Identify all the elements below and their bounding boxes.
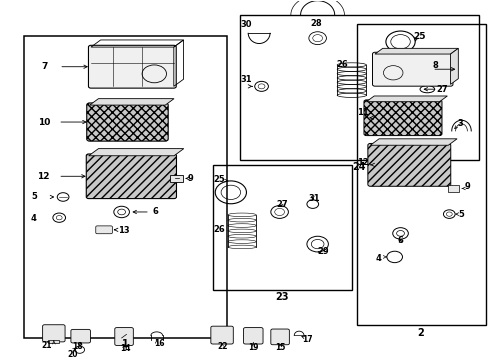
Bar xyxy=(24,36,227,338)
Text: 4: 4 xyxy=(31,214,37,223)
FancyBboxPatch shape xyxy=(96,226,112,234)
Text: 31: 31 xyxy=(308,194,320,203)
Text: 26: 26 xyxy=(213,225,224,234)
FancyBboxPatch shape xyxy=(270,329,289,345)
Polygon shape xyxy=(88,149,183,156)
Polygon shape xyxy=(366,96,447,102)
Text: 20: 20 xyxy=(67,350,78,359)
FancyBboxPatch shape xyxy=(86,103,168,141)
Text: 22: 22 xyxy=(217,342,227,351)
Text: 16: 16 xyxy=(154,339,164,348)
Bar xyxy=(356,24,485,325)
FancyBboxPatch shape xyxy=(48,340,59,343)
FancyBboxPatch shape xyxy=(363,100,441,136)
Polygon shape xyxy=(374,48,457,54)
Text: 4: 4 xyxy=(375,254,381,263)
Text: 8: 8 xyxy=(432,61,438,70)
FancyBboxPatch shape xyxy=(42,325,65,342)
Text: 6: 6 xyxy=(153,207,159,216)
Text: 21: 21 xyxy=(41,341,52,350)
Polygon shape xyxy=(449,48,457,84)
Bar xyxy=(239,15,478,159)
FancyBboxPatch shape xyxy=(88,45,176,88)
Text: 10: 10 xyxy=(39,117,51,126)
Text: 5: 5 xyxy=(458,210,464,219)
Text: 29: 29 xyxy=(317,247,328,256)
Polygon shape xyxy=(369,139,456,145)
Text: 24: 24 xyxy=(352,162,365,172)
Text: 27: 27 xyxy=(276,200,288,209)
Text: 5: 5 xyxy=(31,192,37,201)
FancyBboxPatch shape xyxy=(86,154,176,199)
Text: 17: 17 xyxy=(302,334,312,343)
Text: 7: 7 xyxy=(41,62,48,71)
Text: 25: 25 xyxy=(412,32,425,41)
FancyBboxPatch shape xyxy=(210,326,233,344)
Text: 28: 28 xyxy=(310,19,322,28)
Text: 27: 27 xyxy=(435,85,447,94)
Text: 18: 18 xyxy=(72,342,83,351)
Text: 2: 2 xyxy=(417,328,424,338)
FancyBboxPatch shape xyxy=(447,185,458,192)
Text: 15: 15 xyxy=(274,343,285,352)
Text: 25: 25 xyxy=(213,175,224,184)
Text: 1: 1 xyxy=(122,339,128,349)
Text: 3: 3 xyxy=(456,119,462,128)
Polygon shape xyxy=(89,99,174,105)
FancyBboxPatch shape xyxy=(170,175,182,182)
FancyBboxPatch shape xyxy=(115,328,133,346)
Text: 31: 31 xyxy=(240,76,251,85)
Text: 13: 13 xyxy=(118,226,129,235)
Text: 26: 26 xyxy=(335,60,347,69)
FancyBboxPatch shape xyxy=(372,52,452,86)
Text: 6: 6 xyxy=(397,236,403,245)
Text: 12: 12 xyxy=(37,172,50,181)
Text: 14: 14 xyxy=(120,344,130,353)
FancyBboxPatch shape xyxy=(71,329,90,343)
Text: 11: 11 xyxy=(356,108,367,117)
FancyBboxPatch shape xyxy=(243,328,263,344)
Text: 9: 9 xyxy=(464,183,470,192)
Text: 12: 12 xyxy=(356,158,367,167)
FancyBboxPatch shape xyxy=(367,143,450,186)
Text: 30: 30 xyxy=(240,21,251,30)
Text: 19: 19 xyxy=(247,343,258,352)
Bar xyxy=(212,165,351,290)
Text: 23: 23 xyxy=(275,292,288,302)
Text: 9: 9 xyxy=(187,174,193,183)
